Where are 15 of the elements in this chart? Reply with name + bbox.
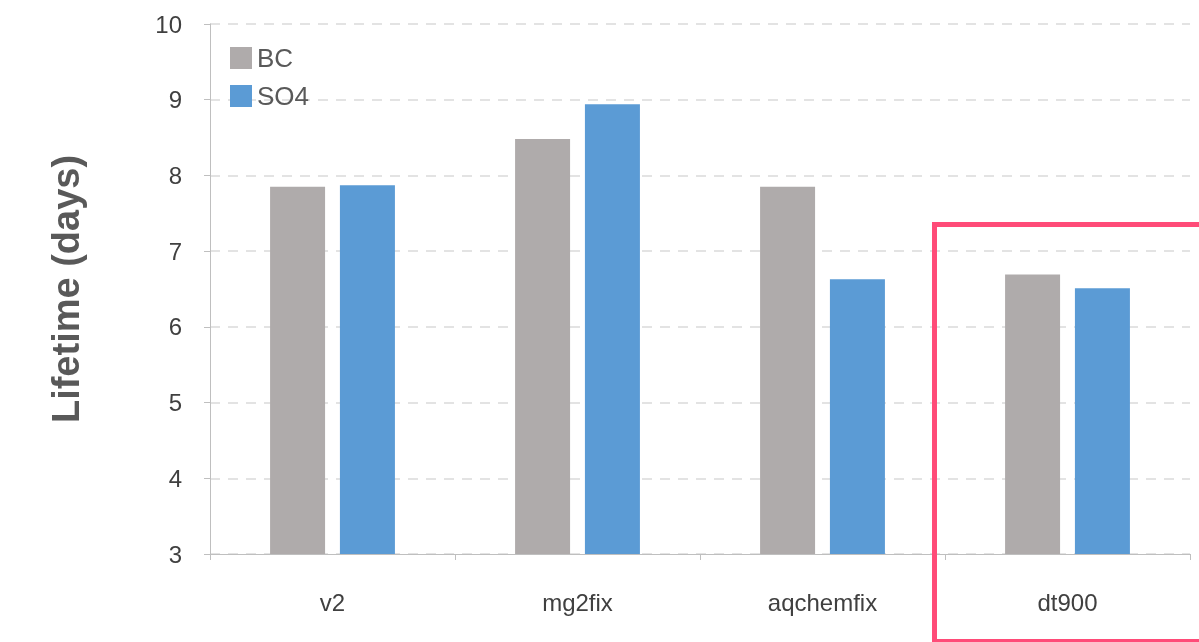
y-tick-label: 5	[168, 389, 182, 417]
y-tick-label: 4	[168, 464, 182, 492]
legend-label: BC	[257, 43, 294, 73]
x-tick-label: dt900	[1037, 588, 1098, 616]
y-tick-label: 3	[168, 540, 182, 568]
y-tick-label: 9	[168, 86, 182, 114]
y-tick-label: 6	[168, 313, 182, 341]
x-tick-label: v2	[319, 588, 346, 616]
y-axis-title: Lifetime (days)	[45, 154, 87, 424]
y-tick-label: 8	[168, 161, 182, 189]
x-tick-label: mg2fix	[542, 588, 613, 616]
x-tick-label: aqchemfix	[767, 588, 878, 616]
y-tick-label: 7	[168, 237, 182, 265]
legend-label: SO4	[257, 81, 310, 111]
y-tick-label: 10	[155, 10, 182, 38]
